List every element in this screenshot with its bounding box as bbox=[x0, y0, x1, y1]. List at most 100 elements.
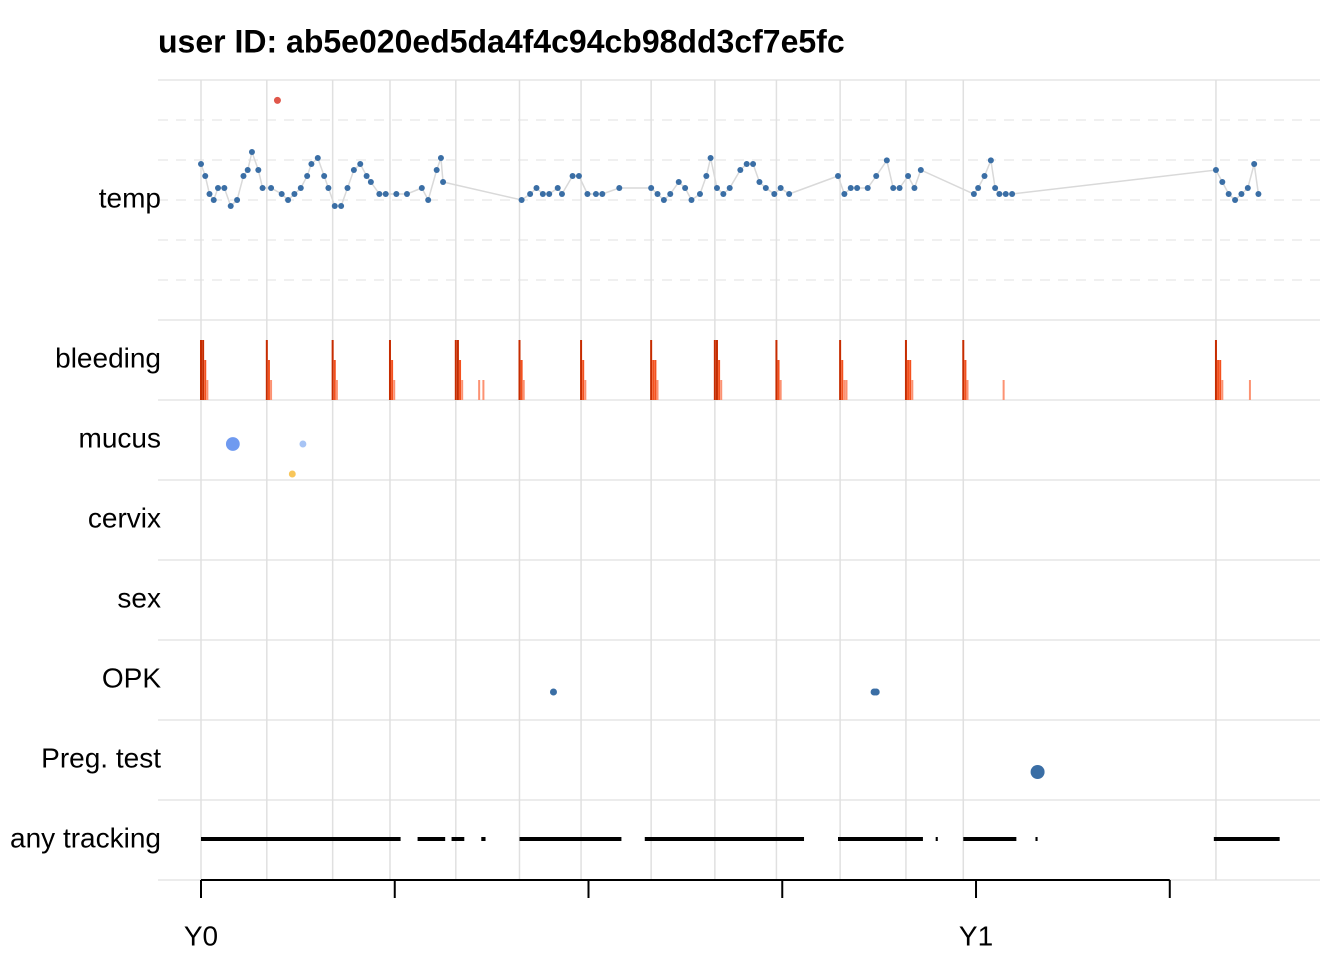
temp-point bbox=[1219, 179, 1226, 185]
bleeding-bar bbox=[391, 360, 394, 400]
mucus-point bbox=[225, 437, 240, 451]
bleeding-bar bbox=[964, 360, 967, 400]
bleeding-bar bbox=[904, 340, 907, 400]
bleeding-bar bbox=[845, 380, 848, 400]
temp-point bbox=[786, 191, 793, 197]
bleeding-bar bbox=[911, 380, 914, 400]
preg-test-point bbox=[1030, 765, 1045, 779]
temp-point bbox=[331, 203, 338, 209]
temp-point bbox=[393, 191, 400, 197]
bleeding-bar bbox=[1002, 380, 1005, 400]
temp-point bbox=[883, 157, 890, 164]
temp-point bbox=[777, 185, 784, 191]
temp-point bbox=[554, 185, 561, 191]
temp-point bbox=[308, 161, 315, 167]
temp-point bbox=[911, 185, 918, 191]
temp-point bbox=[1225, 191, 1232, 197]
temp-point bbox=[244, 167, 251, 173]
bleeding-bar bbox=[520, 360, 523, 400]
temp-point bbox=[325, 185, 332, 191]
temp-point bbox=[382, 191, 389, 197]
row-label: Preg. test bbox=[41, 742, 161, 773]
temp-point bbox=[425, 197, 432, 203]
bleeding-bar bbox=[909, 360, 912, 400]
temp-point bbox=[221, 185, 228, 191]
temp-point bbox=[240, 173, 247, 179]
temp-point bbox=[527, 191, 534, 197]
temp-point bbox=[841, 191, 848, 197]
bleeding-bar bbox=[650, 340, 653, 400]
temp-point bbox=[344, 185, 351, 191]
x-tick-label: Y0 bbox=[184, 920, 218, 951]
temp-point bbox=[202, 173, 209, 179]
temp-point bbox=[197, 161, 204, 167]
temp-point bbox=[210, 197, 217, 203]
bleeding-bar bbox=[393, 380, 396, 400]
bleeding-bar bbox=[656, 380, 659, 400]
bleeding-bar bbox=[1219, 360, 1222, 400]
row-label: bleeding bbox=[55, 342, 161, 373]
temp-point bbox=[696, 191, 703, 197]
bleeding-bar bbox=[199, 340, 202, 400]
temp-point bbox=[234, 197, 241, 203]
temp-point bbox=[917, 167, 924, 173]
bleeding-bar bbox=[962, 340, 965, 400]
temp-point bbox=[546, 191, 553, 197]
temp-point bbox=[227, 203, 234, 209]
temp-point bbox=[575, 173, 582, 179]
temp-point bbox=[726, 185, 733, 191]
temp-point bbox=[599, 191, 606, 197]
bleeding-bar bbox=[482, 380, 485, 400]
temp-point bbox=[847, 185, 854, 191]
bleeding-bar bbox=[907, 360, 910, 400]
bleeding-bar bbox=[456, 340, 459, 400]
bleeding-bar bbox=[518, 340, 521, 400]
temp-point bbox=[376, 191, 383, 197]
temp-point bbox=[864, 185, 871, 191]
bleeding-bar bbox=[1221, 380, 1224, 400]
bleeding-bar bbox=[718, 360, 721, 400]
x-tick-label: Y1 bbox=[959, 920, 993, 951]
temp-point bbox=[703, 173, 710, 179]
temp-point bbox=[285, 197, 292, 203]
temp-point bbox=[278, 191, 285, 197]
temp-highlight bbox=[273, 96, 281, 104]
bleeding-bar bbox=[843, 380, 846, 400]
temp-point bbox=[873, 173, 880, 179]
temp-point bbox=[440, 179, 447, 185]
row-label: mucus bbox=[79, 422, 161, 453]
temp-point bbox=[675, 179, 682, 185]
temp-point bbox=[996, 191, 1003, 197]
temp-point bbox=[737, 167, 744, 173]
temp-point bbox=[592, 191, 599, 197]
bleeding-bar bbox=[388, 340, 391, 400]
bleeding-bar bbox=[654, 360, 657, 400]
row-label: OPK bbox=[102, 662, 161, 693]
temp-point bbox=[1244, 185, 1251, 191]
temp-point bbox=[660, 197, 667, 203]
temp-point bbox=[1232, 197, 1239, 203]
row-label: sex bbox=[117, 582, 161, 613]
temp-point bbox=[255, 167, 262, 173]
temp-point bbox=[1212, 167, 1219, 173]
temp-point bbox=[648, 185, 655, 191]
temp-point bbox=[890, 185, 897, 191]
bleeding-bar bbox=[454, 340, 457, 400]
temp-point bbox=[314, 155, 321, 161]
temp-point bbox=[975, 185, 982, 191]
bleeding-bar bbox=[779, 380, 782, 400]
temp-point bbox=[403, 191, 410, 197]
bleeding-bar bbox=[459, 360, 462, 400]
temp-point bbox=[539, 191, 546, 197]
temp-point bbox=[304, 173, 311, 179]
bleeding-bar bbox=[206, 380, 209, 400]
temp-point bbox=[357, 161, 364, 167]
temp-point bbox=[771, 191, 778, 197]
temp-point bbox=[713, 185, 720, 191]
temp-point bbox=[688, 197, 695, 203]
temp-point bbox=[896, 185, 903, 191]
temp-point bbox=[1251, 161, 1258, 167]
temp-point bbox=[338, 203, 345, 209]
temp-point bbox=[682, 185, 689, 191]
bleeding-bar bbox=[522, 380, 525, 400]
